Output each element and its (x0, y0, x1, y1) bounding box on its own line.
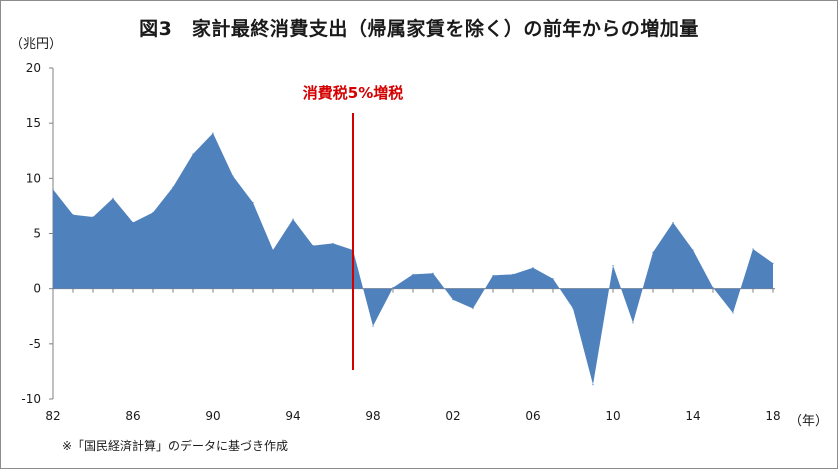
data-point (272, 249, 274, 251)
y-tick-label: 0 (33, 282, 41, 296)
y-tick-label: 5 (33, 227, 41, 241)
y-tick-label: 20 (26, 61, 41, 75)
data-point (732, 312, 734, 314)
data-point (52, 188, 54, 190)
data-point (632, 322, 634, 324)
data-point (172, 186, 174, 188)
data-point (432, 272, 434, 274)
x-tick-label: 86 (125, 409, 140, 423)
data-point (512, 273, 514, 275)
x-tick-label: 98 (365, 409, 380, 423)
data-point (772, 262, 774, 264)
data-point (192, 153, 194, 155)
data-point (292, 218, 294, 220)
data-point (372, 325, 374, 327)
data-point (212, 132, 214, 134)
x-tick-label: 94 (285, 409, 300, 423)
y-tick-label: 15 (26, 116, 41, 130)
annotation-label: 消費税5%増税 (303, 84, 403, 102)
y-axis-unit-label: （兆円） (10, 37, 63, 52)
data-point (392, 286, 394, 289)
source-note: ※「国民経済計算」のデータに基づき作成 (62, 439, 289, 453)
x-tick-label: 06 (525, 409, 540, 423)
x-tick-label: 90 (205, 409, 220, 423)
data-point (332, 242, 334, 245)
data-point (532, 267, 534, 269)
data-point (672, 221, 674, 224)
data-point (252, 202, 254, 204)
x-tick-label: 14 (685, 409, 700, 423)
data-point (492, 274, 494, 277)
y-tick-label: -5 (29, 337, 41, 351)
data-point (692, 249, 694, 251)
data-point (752, 248, 754, 250)
data-point (132, 221, 134, 224)
data-point (72, 214, 74, 216)
series-layer (52, 132, 774, 386)
x-tick-label: 10 (605, 409, 620, 423)
data-point (592, 384, 594, 386)
data-point (152, 211, 154, 214)
data-point (112, 197, 114, 199)
data-point (232, 175, 234, 177)
chart-title: 図3 家計最終消費支出（帰属家賃を除く）の前年からの増加量 (139, 18, 699, 40)
data-point (552, 278, 554, 280)
x-tick-label: 02 (445, 409, 460, 423)
y-tick-label: -10 (21, 392, 41, 406)
data-point (712, 286, 714, 289)
data-point (572, 307, 574, 310)
data-point (312, 245, 314, 247)
data-point (92, 216, 94, 218)
annotation-layer: 消費税5%増税 (303, 84, 403, 370)
y-tick-label: 10 (26, 171, 41, 185)
data-point (612, 264, 614, 267)
data-point (652, 251, 654, 253)
y-axis: 20 15 10 5 0 -5 -10 (21, 61, 54, 406)
series-area (53, 133, 773, 385)
data-point (412, 273, 414, 275)
x-tick-label: 82 (45, 409, 60, 423)
x-axis-unit-label: （年） (789, 414, 829, 429)
x-tick-label: 18 (765, 409, 780, 423)
x-axis: 82 86 90 94 98 02 06 10 14 18 (45, 288, 781, 423)
data-point (472, 307, 474, 310)
data-point (452, 299, 454, 301)
